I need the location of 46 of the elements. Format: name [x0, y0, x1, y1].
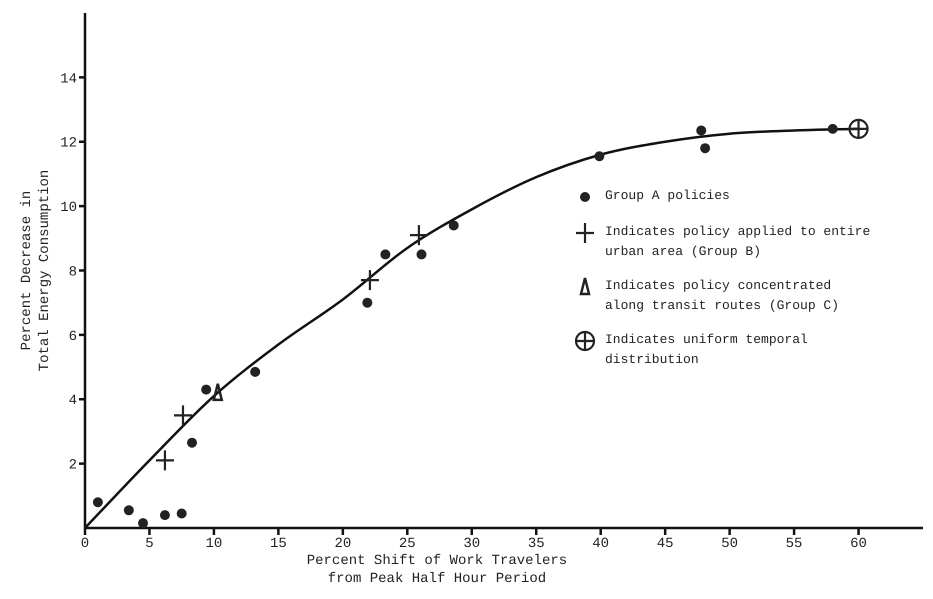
x-tick-label: 30	[463, 536, 480, 552]
legend-label: Group A policies	[605, 187, 730, 205]
x-tick-label: 20	[334, 536, 352, 552]
x-tick-label: 25	[398, 536, 416, 552]
point	[448, 220, 459, 230]
point	[362, 298, 372, 308]
point	[594, 151, 604, 162]
point	[828, 124, 838, 134]
x-tick-label: 55	[786, 536, 802, 552]
x-tick-label: 5	[145, 536, 154, 552]
point	[156, 450, 174, 470]
point	[250, 366, 260, 377]
point	[201, 384, 212, 395]
y-tick-label: 10	[60, 200, 77, 216]
legend-label: Indicates policy concentrated along transit routes (Group C)	[605, 277, 840, 315]
x-tick-label: 10	[206, 536, 222, 552]
y-axis-title: Percent Decrease in Total Energy Consumption	[19, 170, 53, 372]
x-tick-label: 45	[656, 536, 674, 552]
y-tick-label: 2	[68, 458, 77, 474]
x-tick-label: 0	[80, 536, 90, 552]
x-tick-label: 15	[270, 536, 287, 552]
y-tick-label: 6	[68, 328, 77, 345]
point	[380, 249, 390, 260]
point	[696, 125, 706, 136]
y-tick-label: 12	[60, 136, 77, 152]
point	[92, 497, 103, 508]
point	[360, 270, 379, 290]
y-tick-label: 14	[60, 71, 77, 88]
point	[410, 225, 428, 246]
y-tick-label: 8	[68, 264, 77, 280]
legend-label: Indicates uniform temporal distribution	[605, 331, 809, 369]
y-tick-label: 4	[68, 393, 77, 410]
x-tick-label: 40	[592, 536, 610, 552]
point	[700, 143, 710, 154]
point	[416, 249, 426, 260]
x-tick-label: 50	[721, 536, 738, 552]
point	[138, 518, 148, 528]
x-axis-title: Percent Shift of Work Travelers from Peak Half Hour Period	[306, 553, 568, 587]
x-tick-label: 35	[528, 536, 545, 552]
legend-label: Indicates policy applied to entire urban area (Group B)	[605, 223, 872, 261]
point	[176, 508, 187, 519]
point	[160, 510, 170, 520]
point	[187, 438, 198, 448]
x-tick-label: 60	[850, 536, 867, 552]
point	[174, 405, 192, 426]
point	[124, 505, 134, 516]
